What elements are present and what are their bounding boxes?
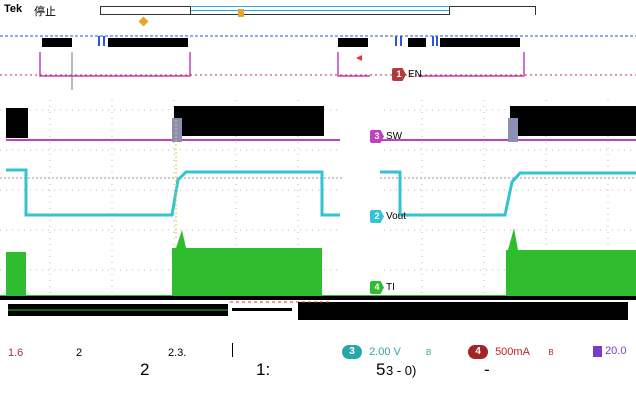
channel-4-label: TI bbox=[386, 282, 395, 293]
ti-spike bbox=[508, 228, 518, 250]
overview-waveform: 1 EN bbox=[0, 28, 636, 90]
ch3-readout[interactable]: 3 2.00 V B bbox=[342, 345, 431, 359]
channel-marker-sw[interactable]: 3 SW bbox=[370, 130, 402, 143]
channel-3-badge: 3 bbox=[370, 130, 384, 143]
ch4-scale: 500mA bbox=[495, 345, 530, 358]
waveform-display[interactable]: 3 SW 2 Vout 4 TI bbox=[0, 100, 636, 300]
channel-2-badge: 2 bbox=[370, 210, 384, 223]
ti-spike bbox=[176, 230, 186, 248]
ch4-chip: 4 bbox=[468, 345, 488, 359]
record-view-window[interactable] bbox=[190, 6, 450, 15]
channel-1-badge: 1 bbox=[392, 68, 406, 81]
timebase-value: 20.0 bbox=[605, 345, 627, 357]
zoom-trace bbox=[0, 296, 636, 320]
channel-4-badge: 4 bbox=[370, 281, 384, 294]
channel-1-label: EN bbox=[408, 69, 422, 80]
ti-burst bbox=[506, 250, 636, 296]
sw-edge bbox=[172, 118, 182, 142]
overview-pulse bbox=[337, 52, 370, 77]
vout-trace bbox=[6, 168, 340, 217]
overview-tick bbox=[436, 36, 438, 46]
channel-3-label: SW bbox=[386, 131, 403, 142]
overview-tick bbox=[98, 36, 100, 46]
sw-burst bbox=[174, 106, 324, 136]
footer-b: 1: bbox=[256, 360, 271, 379]
overview-burst bbox=[42, 38, 72, 47]
overview-tick bbox=[432, 36, 434, 46]
sw-burst bbox=[510, 106, 636, 136]
zoom-band bbox=[232, 308, 292, 311]
footer-e: - bbox=[484, 360, 490, 379]
vout-trace bbox=[380, 170, 636, 217]
timebase-readout[interactable]: 20.0 bbox=[593, 345, 626, 357]
overview-tick bbox=[400, 36, 402, 46]
record-bar-right bbox=[450, 6, 536, 15]
channel-2-label: Vout bbox=[386, 211, 407, 222]
ti-burst bbox=[6, 252, 26, 296]
overview-tick bbox=[103, 36, 105, 46]
overview-trace bbox=[0, 35, 636, 90]
channel-marker-en[interactable]: 1 EN bbox=[392, 68, 422, 81]
brand-logo: Tek bbox=[4, 3, 23, 15]
waveform-graticule bbox=[0, 100, 636, 300]
footer-caption: 2 1: 5 3 - 0) - bbox=[0, 352, 636, 392]
channel-marker-vout[interactable]: 2 Vout bbox=[370, 210, 406, 223]
channel-marker-ti[interactable]: 4 TI bbox=[370, 281, 395, 294]
channel-readouts: 1.6 2 2.3. 3 2.00 V B 4 500mA B 20.0 bbox=[0, 335, 636, 365]
header-bar: Tek 停止 bbox=[0, 0, 636, 27]
ch3-scale: 2.00 V bbox=[369, 345, 401, 358]
ch3-chip: 3 bbox=[342, 345, 362, 359]
zoom-band bbox=[298, 302, 628, 320]
overview-tick bbox=[395, 36, 397, 46]
sw-burst bbox=[6, 108, 28, 138]
readout-divider bbox=[232, 343, 233, 357]
expansion-point-icon[interactable] bbox=[138, 16, 149, 27]
overview-burst bbox=[440, 38, 520, 47]
ch4-readout[interactable]: 4 500mA B bbox=[468, 345, 554, 359]
ch4-unit: B bbox=[548, 347, 554, 357]
overview-pulse bbox=[418, 52, 525, 77]
overview-arrow-icon bbox=[356, 55, 362, 61]
footer-c: 5 bbox=[376, 360, 386, 379]
readout-left-1: 1.6 bbox=[8, 347, 24, 359]
ti-burst bbox=[172, 248, 322, 296]
overview-burst bbox=[408, 38, 426, 47]
sw-edge bbox=[508, 118, 518, 142]
record-view-line bbox=[191, 10, 449, 11]
readout-left-val: 2.3. bbox=[168, 347, 187, 359]
overview-burst bbox=[338, 38, 368, 47]
overview-pulse bbox=[39, 52, 191, 77]
footer-a: 2 bbox=[140, 360, 150, 379]
overview-burst bbox=[108, 38, 188, 47]
zoom-strip bbox=[0, 296, 636, 334]
timebase-icon bbox=[593, 345, 602, 357]
ch3-unit: B bbox=[425, 347, 432, 357]
footer-d: 3 - 0) bbox=[386, 363, 417, 378]
zoom-band bbox=[0, 296, 636, 300]
trigger-position-icon[interactable] bbox=[238, 9, 244, 17]
readout-left-2: 2 bbox=[76, 347, 83, 359]
acquisition-state: 停止 bbox=[34, 6, 56, 18]
